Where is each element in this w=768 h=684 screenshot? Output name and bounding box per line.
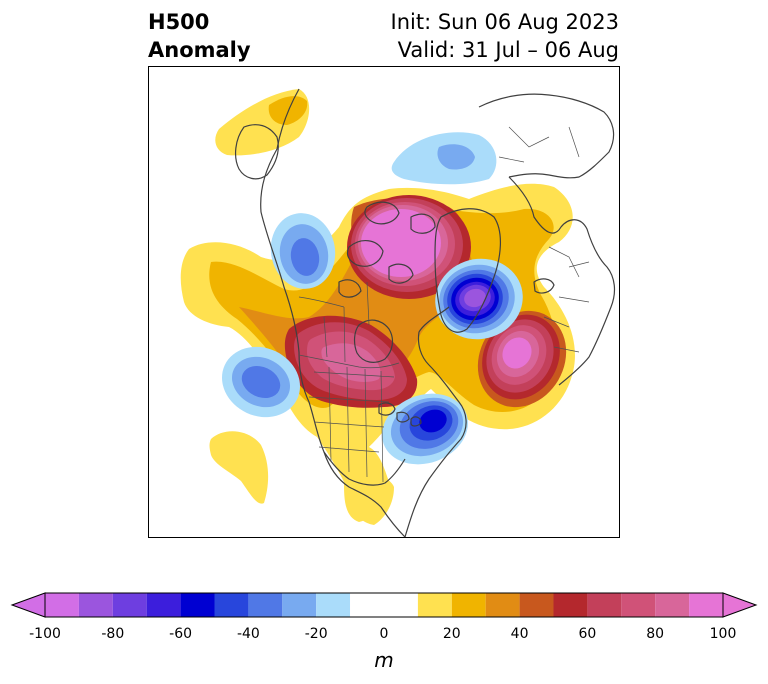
init-time: Init: Sun 06 Aug 2023: [390, 10, 619, 34]
coastline-east: [404, 306, 467, 537]
valid-period: Valid: 31 Jul – 06 Aug: [397, 38, 619, 62]
colorbar-tick-label: 20: [442, 626, 461, 642]
canada-provinces: [298, 281, 370, 363]
forecast-info: Init: Sun 06 Aug 2023 Valid: 31 Jul – 06…: [391, 8, 619, 64]
colorbar-segment: [78, 593, 113, 617]
coastline-gulf: [323, 451, 406, 486]
minor-positive-anomalies: [209, 89, 394, 525]
colorbar-segment: [248, 593, 283, 617]
coastline-greenland: [434, 208, 502, 333]
title-line-1: H500: [148, 10, 210, 34]
coastline-alaska: [234, 124, 279, 180]
us-canada-border: [298, 354, 400, 369]
colorbar-segment: [112, 593, 147, 617]
coastline-iceland: [533, 278, 555, 294]
colorbar-tick-label: 100: [709, 626, 737, 642]
colorbar-segment: [485, 593, 520, 617]
colorbar: [10, 592, 758, 618]
europe-borders: [543, 246, 590, 353]
colorbar-segment: [451, 593, 486, 617]
colorbar-tick-label: 60: [578, 626, 597, 642]
coastline-west: [260, 88, 406, 537]
greenland-low-anomaly: [435, 258, 523, 340]
colorbar-segment: [553, 593, 588, 617]
colorbar-tick-label: 80: [646, 626, 665, 642]
colorbar-low-extend: [10, 592, 46, 618]
colorbar-segment: [655, 593, 690, 617]
alaska-low-anomaly: [270, 213, 336, 289]
colorbar-segment: [45, 593, 79, 617]
colorbar-segment: [689, 593, 723, 617]
colorbar-segment: [180, 593, 215, 617]
colorbar-segment: [587, 593, 622, 617]
map-title: H500 Anomaly: [148, 8, 251, 64]
anomaly-map: [148, 66, 620, 538]
north-atlantic-high-anomaly: [477, 310, 567, 408]
siberia-low-anomaly: [391, 132, 497, 185]
asia-borders: [498, 126, 580, 163]
colorbar-tick-label: -80: [101, 626, 125, 642]
colorbar-segment: [350, 593, 418, 617]
title-line-2: Anomaly: [148, 38, 251, 62]
arctic-high-anomaly: [347, 195, 471, 299]
geographic-boundaries: [234, 88, 616, 537]
map-canvas: [149, 88, 616, 537]
colorbar-unit-label: m: [374, 648, 394, 672]
great-lakes: [378, 402, 422, 427]
coastline-europe: [508, 176, 616, 386]
colorbar-segment: [417, 593, 452, 617]
colorbar-segment: [214, 593, 249, 617]
coastline-hudson-bay: [353, 319, 394, 363]
political-borders: [298, 126, 590, 483]
northeast-pacific-low-anomaly: [222, 346, 300, 418]
arctic-islands: [338, 201, 436, 298]
us-states: [308, 366, 395, 483]
colorbar-segments: [45, 593, 723, 617]
colorbar-tick-label: -40: [236, 626, 260, 642]
colorbar-tick-label: -100: [29, 626, 61, 642]
colorbar-segment: [146, 593, 181, 617]
colorbar-segment: [316, 593, 351, 617]
left-edge-gap: [149, 285, 167, 319]
colorbar-tick-label: -60: [169, 626, 193, 642]
colorbar-tick-label: -20: [304, 626, 328, 642]
colorbar-segment: [519, 593, 554, 617]
colorbar-tick-label: 40: [510, 626, 529, 642]
colorbar-segment: [282, 593, 317, 617]
northeast-us-low-anomaly: [382, 393, 468, 465]
colorbar-segment: [621, 593, 656, 617]
coastline-asia: [478, 93, 615, 179]
colorbar-outline: [44, 592, 724, 618]
colorbar-tick-label: 0: [379, 626, 389, 642]
colorbar-high-extend: [722, 592, 758, 618]
